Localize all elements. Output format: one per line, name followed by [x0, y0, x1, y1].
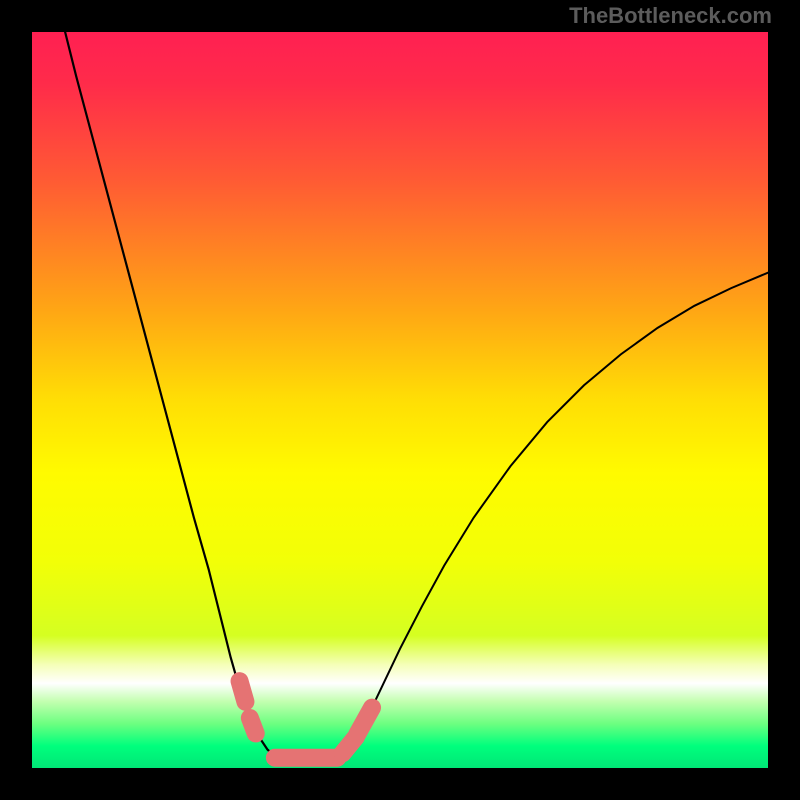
marker-blob: [240, 681, 246, 702]
bottleneck-chart: [32, 32, 768, 768]
marker-blob: [250, 718, 256, 733]
watermark-text: TheBottleneck.com: [569, 3, 772, 29]
gradient-background: [32, 32, 768, 768]
chart-svg: [32, 32, 768, 768]
